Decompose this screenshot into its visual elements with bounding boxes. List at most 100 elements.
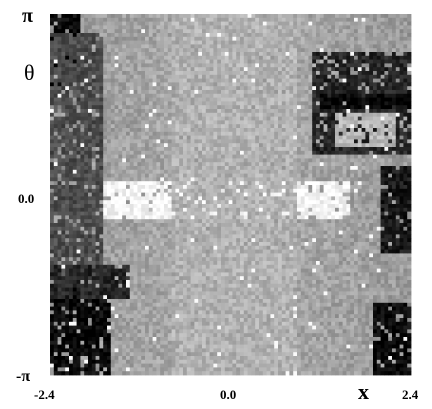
heatmap-cell	[141, 67, 146, 72]
heatmap-cell	[243, 196, 248, 201]
heatmap-cell	[224, 124, 229, 129]
heatmap-cell	[122, 211, 127, 216]
heatmap-cell	[53, 234, 58, 239]
heatmap-cell	[145, 33, 150, 38]
heatmap-cell	[186, 215, 191, 220]
heatmap-cell	[243, 367, 248, 372]
heatmap-cell	[243, 112, 248, 117]
heatmap-cell	[232, 306, 237, 311]
heatmap-cell	[53, 207, 58, 212]
heatmap-cell	[141, 234, 146, 239]
heatmap-cell	[122, 147, 127, 152]
heatmap-cell	[65, 162, 70, 167]
heatmap-cell	[126, 359, 131, 364]
heatmap-cell	[213, 329, 218, 334]
heatmap-cell	[50, 207, 55, 212]
heatmap-cell	[179, 207, 184, 212]
heatmap-cell	[194, 124, 199, 129]
heatmap-cell	[137, 352, 142, 357]
heatmap-cell	[167, 21, 172, 26]
heatmap-cell	[145, 318, 150, 323]
heatmap-cell	[145, 359, 150, 364]
heatmap-cell	[118, 359, 123, 364]
heatmap-cell	[95, 245, 100, 250]
heatmap-cell	[183, 86, 188, 91]
heatmap-cell	[171, 40, 176, 45]
heatmap-cell	[50, 306, 55, 311]
heatmap-cell	[175, 196, 180, 201]
heatmap-cell	[103, 352, 108, 357]
heatmap-cell	[61, 143, 66, 148]
heatmap-cell	[228, 268, 233, 273]
heatmap-cell	[217, 192, 222, 197]
heatmap-cell	[179, 200, 184, 205]
heatmap-cell	[88, 310, 93, 315]
heatmap-cell	[171, 181, 176, 186]
heatmap-cell	[129, 226, 134, 231]
heatmap-cell	[103, 306, 108, 311]
heatmap-cell	[65, 280, 70, 285]
heatmap-cell	[160, 128, 165, 133]
heatmap-cell	[107, 97, 112, 102]
heatmap-cell	[190, 234, 195, 239]
heatmap-cell	[69, 124, 74, 129]
heatmap-cell	[221, 131, 226, 136]
heatmap-cell	[129, 356, 134, 361]
heatmap-cell	[179, 112, 184, 117]
heatmap-cell	[91, 299, 96, 304]
heatmap-cell	[232, 82, 237, 87]
heatmap-cell	[164, 363, 169, 368]
heatmap-cell	[213, 55, 218, 60]
heatmap-cell	[205, 245, 210, 250]
heatmap-cell	[99, 268, 104, 273]
heatmap-cell	[183, 226, 188, 231]
heatmap-cell	[141, 158, 146, 163]
heatmap-cell	[107, 215, 112, 220]
heatmap-cell	[224, 242, 229, 247]
heatmap-cell	[137, 63, 142, 68]
heatmap-cell	[133, 306, 138, 311]
heatmap-cell	[156, 162, 161, 167]
heatmap-cell	[194, 166, 199, 171]
heatmap-cell	[240, 33, 245, 38]
heatmap-cell	[194, 131, 199, 136]
heatmap-cell	[129, 74, 134, 79]
heatmap-cell	[175, 226, 180, 231]
heatmap-cell	[171, 55, 176, 60]
heatmap-cell	[84, 325, 89, 330]
heatmap-cell	[148, 264, 153, 269]
heatmap-cell	[129, 86, 134, 91]
heatmap-cell	[148, 340, 153, 345]
heatmap-cell	[175, 257, 180, 262]
heatmap-cell	[247, 181, 252, 186]
heatmap-cell	[76, 128, 81, 133]
heatmap-cell	[224, 314, 229, 319]
heatmap-cell	[167, 344, 172, 349]
heatmap-cell	[99, 44, 104, 49]
heatmap-cell	[156, 196, 161, 201]
heatmap-cell	[213, 204, 218, 209]
heatmap-cell	[129, 291, 134, 296]
heatmap-cell	[183, 147, 188, 152]
heatmap-cell	[137, 245, 142, 250]
heatmap-cell	[156, 329, 161, 334]
heatmap-cell	[194, 200, 199, 205]
heatmap-cell	[137, 295, 142, 300]
heatmap-cell	[114, 283, 119, 288]
heatmap-cell	[240, 120, 245, 125]
heatmap-cell	[137, 234, 142, 239]
heatmap-cell	[61, 314, 66, 319]
heatmap-cell	[137, 109, 142, 114]
heatmap-cell	[99, 139, 104, 144]
heatmap-cell	[137, 192, 142, 197]
heatmap-cell	[61, 112, 66, 117]
heatmap-cells	[50, 14, 412, 376]
heatmap-cell	[228, 367, 233, 372]
heatmap-cell	[110, 40, 115, 45]
heatmap-cell	[183, 215, 188, 220]
heatmap-cell	[221, 310, 226, 315]
heatmap-cell	[110, 219, 115, 224]
heatmap-cell	[167, 143, 172, 148]
heatmap-cell	[160, 318, 165, 323]
heatmap-cell	[175, 363, 180, 368]
